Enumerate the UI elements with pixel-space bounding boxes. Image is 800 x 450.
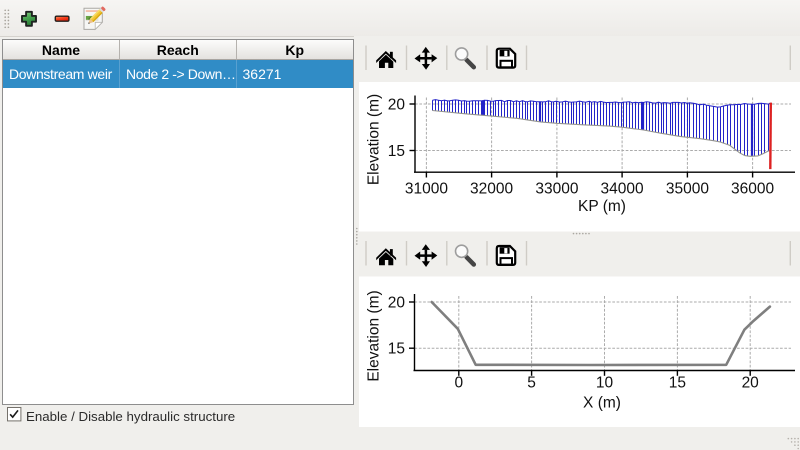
svg-text:Elevation (m): Elevation (m)	[366, 94, 383, 185]
svg-text:5: 5	[527, 374, 536, 391]
svg-text:20: 20	[388, 96, 406, 113]
svg-text:15: 15	[388, 341, 405, 358]
svg-text:31000: 31000	[405, 181, 448, 198]
svg-text:32000: 32000	[470, 181, 513, 198]
svg-text:15: 15	[669, 374, 686, 391]
svg-text:Elevation (m): Elevation (m)	[366, 290, 383, 381]
svg-text:35000: 35000	[666, 181, 709, 198]
svg-text:0: 0	[454, 374, 463, 391]
svg-text:15: 15	[388, 143, 405, 160]
svg-text:34000: 34000	[601, 181, 644, 198]
svg-text:10: 10	[596, 374, 614, 391]
svg-text:36000: 36000	[731, 181, 774, 198]
svg-text:X (m): X (m)	[583, 394, 621, 411]
svg-text:KP (m): KP (m)	[578, 198, 626, 215]
svg-text:20: 20	[388, 294, 406, 311]
svg-text:33000: 33000	[535, 181, 578, 198]
svg-text:20: 20	[742, 374, 760, 391]
